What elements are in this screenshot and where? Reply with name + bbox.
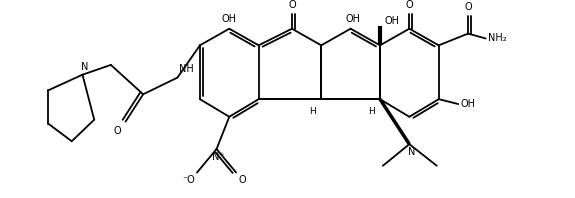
Text: N: N xyxy=(408,147,415,157)
Text: NH: NH xyxy=(179,64,194,74)
Text: OH: OH xyxy=(460,99,475,109)
Text: O: O xyxy=(288,0,296,10)
Text: O: O xyxy=(464,2,472,12)
Text: N⁺: N⁺ xyxy=(212,152,225,162)
Text: N: N xyxy=(81,62,88,72)
Text: O: O xyxy=(238,175,246,185)
Text: H: H xyxy=(369,107,375,116)
Text: O: O xyxy=(405,0,413,10)
Text: O: O xyxy=(114,127,121,136)
Text: ⁻O: ⁻O xyxy=(183,175,196,185)
Text: OH: OH xyxy=(385,16,400,26)
Text: NH₂: NH₂ xyxy=(488,33,506,44)
Text: OH: OH xyxy=(345,14,360,24)
Text: OH: OH xyxy=(222,14,237,24)
Text: H: H xyxy=(309,107,316,116)
